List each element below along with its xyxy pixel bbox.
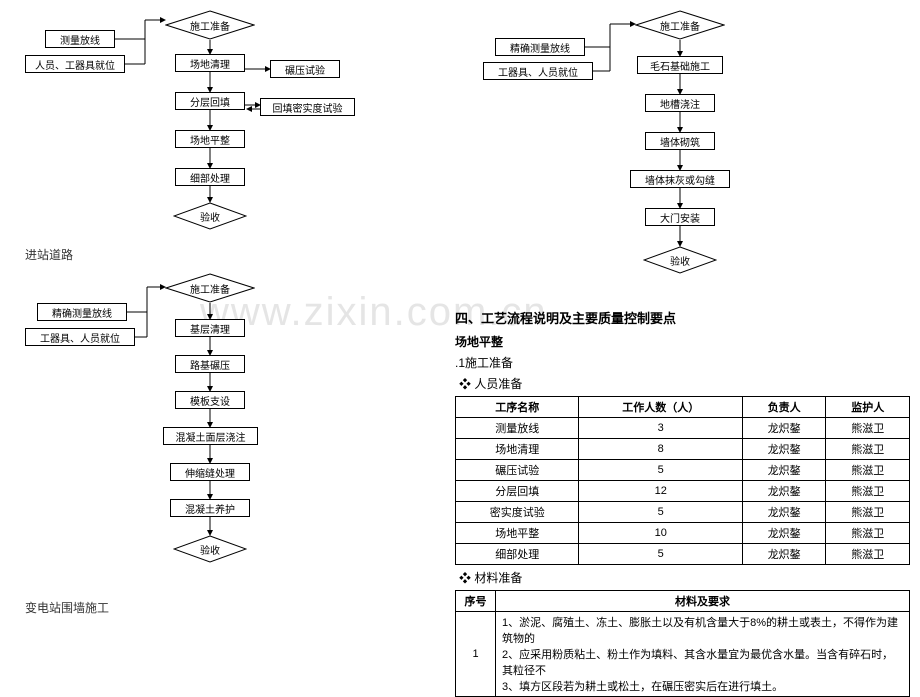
personnel-cell: 分层回填 [456, 481, 579, 502]
table-row: 11、淤泥、腐殖土、冻土、膨胀土以及有机含量大于8%的耕土或表土，不得作为建筑物… [456, 612, 910, 697]
personnel-cell: 龙炽鏊 [742, 502, 826, 523]
section-sub2: .1施工准备 [455, 354, 910, 371]
personnel-cell: 细部处理 [456, 544, 579, 565]
fc3-arrows [455, 10, 855, 300]
personnel-cell: 密实度试验 [456, 502, 579, 523]
personnel-cell: 熊滋卫 [826, 544, 910, 565]
table-row: 碾压试验5龙炽鏊熊滋卫 [456, 460, 910, 481]
fc1-caption: 进站道路 [25, 246, 425, 263]
personnel-cell: 熊滋卫 [826, 460, 910, 481]
fc2-caption: 变电站围墙施工 [25, 599, 425, 616]
personnel-header: 工作人数（人） [579, 397, 742, 418]
personnel-cell: 测量放线 [456, 418, 579, 439]
flowchart-2: 施工准备 精确测量放线 工器具、人员就位 基层清理 路基碾压 模板支设 混凝土面… [25, 273, 425, 593]
personnel-cell: 熊滋卫 [826, 502, 910, 523]
section-sub1: 场地平整 [455, 333, 910, 350]
materials-header: 材料及要求 [496, 591, 910, 612]
left-column: 施工准备 测量放线 人员、工器具就位 场地清理 分层回填 场地平整 细部处理 碾… [25, 10, 425, 616]
personnel-cell: 5 [579, 460, 742, 481]
bullet-materials: ❖ 材料准备 [459, 569, 910, 586]
personnel-header: 工序名称 [456, 397, 579, 418]
personnel-cell: 龙炽鏊 [742, 523, 826, 544]
table-row: 分层回填12龙炽鏊熊滋卫 [456, 481, 910, 502]
right-column: 施工准备 精确测量放线 工器具、人员就位 毛石基础施工 地槽浇注 墙体砌筑 墙体… [455, 10, 910, 697]
personnel-cell: 熊滋卫 [826, 481, 910, 502]
personnel-cell: 碾压试验 [456, 460, 579, 481]
personnel-cell: 场地清理 [456, 439, 579, 460]
personnel-cell: 龙炽鏊 [742, 439, 826, 460]
personnel-cell: 熊滋卫 [826, 523, 910, 544]
materials-header: 序号 [456, 591, 496, 612]
personnel-cell: 12 [579, 481, 742, 502]
personnel-cell: 5 [579, 544, 742, 565]
personnel-cell: 3 [579, 418, 742, 439]
personnel-cell: 场地平整 [456, 523, 579, 544]
materials-idx: 1 [456, 612, 496, 697]
bullet-personnel: ❖ 人员准备 [459, 375, 910, 392]
personnel-cell: 8 [579, 439, 742, 460]
personnel-header: 监护人 [826, 397, 910, 418]
personnel-cell: 龙炽鏊 [742, 418, 826, 439]
personnel-cell: 熊滋卫 [826, 439, 910, 460]
flowchart-3: 施工准备 精确测量放线 工器具、人员就位 毛石基础施工 地槽浇注 墙体砌筑 墙体… [455, 10, 910, 300]
section-title: 四、工艺流程说明及主要质量控制要点 [455, 308, 910, 327]
fc2-arrows [25, 273, 425, 593]
table-row: 场地清理8龙炽鏊熊滋卫 [456, 439, 910, 460]
table-row: 场地平整10龙炽鏊熊滋卫 [456, 523, 910, 544]
materials-table: 序号材料及要求 11、淤泥、腐殖土、冻土、膨胀土以及有机含量大于8%的耕土或表土… [455, 590, 910, 697]
table-row: 细部处理5龙炽鏊熊滋卫 [456, 544, 910, 565]
flowchart-1: 施工准备 测量放线 人员、工器具就位 场地清理 分层回填 场地平整 细部处理 碾… [25, 10, 425, 240]
personnel-header: 负责人 [742, 397, 826, 418]
materials-cell: 1、淤泥、腐殖土、冻土、膨胀土以及有机含量大于8%的耕土或表土，不得作为建筑物的… [496, 612, 910, 697]
table-row: 测量放线3龙炽鏊熊滋卫 [456, 418, 910, 439]
personnel-cell: 龙炽鏊 [742, 481, 826, 502]
personnel-cell: 龙炽鏊 [742, 544, 826, 565]
personnel-cell: 龙炽鏊 [742, 460, 826, 481]
personnel-cell: 5 [579, 502, 742, 523]
table-row: 密实度试验5龙炽鏊熊滋卫 [456, 502, 910, 523]
personnel-table: 工序名称工作人数（人）负责人监护人 测量放线3龙炽鏊熊滋卫场地清理8龙炽鏊熊滋卫… [455, 396, 910, 565]
personnel-cell: 熊滋卫 [826, 418, 910, 439]
personnel-cell: 10 [579, 523, 742, 544]
fc1-arrows [25, 10, 425, 240]
